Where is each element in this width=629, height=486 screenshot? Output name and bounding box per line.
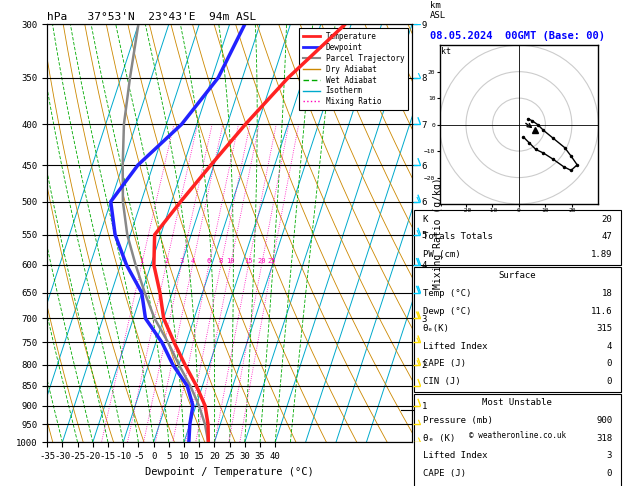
Text: 6: 6 (207, 258, 211, 264)
X-axis label: Dewpoint / Temperature (°C): Dewpoint / Temperature (°C) (145, 467, 314, 477)
Text: hPa   37°53'N  23°43'E  94m ASL: hPa 37°53'N 23°43'E 94m ASL (47, 12, 257, 22)
Text: 20: 20 (257, 258, 266, 264)
Text: 8: 8 (219, 258, 223, 264)
Text: CIN (J): CIN (J) (423, 377, 460, 386)
Text: CAPE (J): CAPE (J) (423, 469, 465, 478)
Text: 1.89: 1.89 (591, 250, 612, 259)
Text: PW (cm): PW (cm) (423, 250, 460, 259)
Legend: Temperature, Dewpoint, Parcel Trajectory, Dry Adiabat, Wet Adiabat, Isotherm, Mi: Temperature, Dewpoint, Parcel Trajectory… (299, 28, 408, 110)
Text: θₑ(K): θₑ(K) (423, 324, 449, 333)
Text: Lifted Index: Lifted Index (423, 342, 487, 350)
Text: 900: 900 (596, 416, 612, 425)
Text: Totals Totals: Totals Totals (423, 232, 493, 241)
Text: 25: 25 (268, 258, 276, 264)
Bar (414, 394, 621, 486)
Text: 18: 18 (601, 289, 612, 298)
Text: 4: 4 (191, 258, 195, 264)
Text: 08.05.2024  00GMT (Base: 00): 08.05.2024 00GMT (Base: 00) (430, 31, 605, 40)
Text: 20: 20 (601, 215, 612, 224)
Text: Dewp (°C): Dewp (°C) (423, 307, 471, 315)
Text: kt: kt (441, 47, 451, 55)
Text: 318: 318 (596, 434, 612, 443)
Text: 47: 47 (601, 232, 612, 241)
Text: km
ASL: km ASL (430, 1, 447, 20)
Text: 3: 3 (607, 451, 612, 460)
Text: 0: 0 (607, 469, 612, 478)
Text: K: K (423, 215, 428, 224)
Text: 0: 0 (607, 377, 612, 386)
Text: 3: 3 (179, 258, 184, 264)
Text: 0: 0 (607, 359, 612, 368)
Text: Surface: Surface (499, 271, 536, 280)
Bar (414, 267, 621, 392)
Bar (414, 210, 621, 265)
Y-axis label: Mixing Ratio (g/kg): Mixing Ratio (g/kg) (433, 177, 443, 289)
Text: © weatheronline.co.uk: © weatheronline.co.uk (469, 431, 566, 440)
Text: 2: 2 (164, 258, 169, 264)
Text: CAPE (J): CAPE (J) (423, 359, 465, 368)
Text: Temp (°C): Temp (°C) (423, 289, 471, 298)
Text: LCL: LCL (415, 405, 429, 414)
Text: 1: 1 (140, 258, 143, 264)
Text: Lifted Index: Lifted Index (423, 451, 487, 460)
Text: 315: 315 (596, 324, 612, 333)
Text: 4: 4 (607, 342, 612, 350)
Text: 15: 15 (244, 258, 253, 264)
Text: Most Unstable: Most Unstable (482, 399, 552, 407)
Text: 10: 10 (226, 258, 235, 264)
Text: Pressure (mb): Pressure (mb) (423, 416, 493, 425)
Text: θₑ (K): θₑ (K) (423, 434, 455, 443)
Text: 11.6: 11.6 (591, 307, 612, 315)
